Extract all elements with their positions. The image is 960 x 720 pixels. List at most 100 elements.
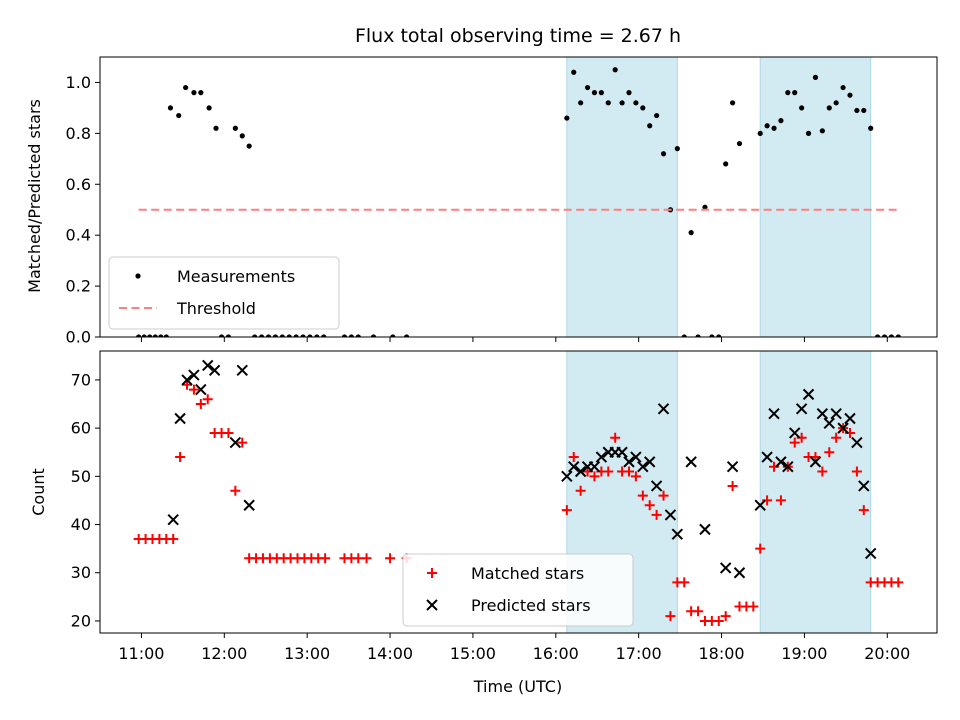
measurement-point <box>633 100 639 106</box>
predicted-point <box>568 460 580 473</box>
matched-point <box>893 577 904 588</box>
predicted-point <box>174 412 186 425</box>
predicted-point <box>733 567 746 579</box>
legend-dot-marker <box>135 273 141 279</box>
x-tick-label: 18:00 <box>698 644 744 663</box>
predicted-point <box>595 451 608 463</box>
predicted-point <box>719 562 732 574</box>
x-tick-label: 19:00 <box>781 644 827 663</box>
predicted-point <box>236 364 248 376</box>
measurement-point <box>321 334 327 337</box>
measurement-point <box>605 100 611 106</box>
predicted-point <box>699 523 711 536</box>
matched-point <box>789 437 800 448</box>
predicted-point <box>671 528 684 540</box>
measurement-point <box>888 334 895 337</box>
measurement-point <box>598 90 604 96</box>
measurement-point <box>258 334 265 337</box>
measurement-point <box>265 334 272 337</box>
predicted-point <box>650 480 663 492</box>
measurement-point <box>404 334 410 337</box>
x-axis-label: Time (UTC) <box>473 677 562 696</box>
predicted-point <box>789 427 801 439</box>
x-tick-label: 15:00 <box>450 644 496 663</box>
matched-point <box>623 466 634 477</box>
measurement-point <box>198 90 204 96</box>
measurement-point <box>141 334 147 337</box>
predicted-point <box>768 407 780 420</box>
measurement-point <box>564 115 570 121</box>
predicted-point <box>657 403 670 415</box>
x-tick-label: 20:00 <box>864 644 910 663</box>
legend-label: Matched stars <box>471 564 584 583</box>
matched-point <box>630 471 641 482</box>
matched-point <box>651 509 662 520</box>
matched-point <box>775 495 786 506</box>
measurement-point <box>881 334 888 337</box>
measurement-point <box>785 90 791 96</box>
y-tick-label: 1.0 <box>66 73 91 92</box>
legend-plus-marker <box>427 568 437 578</box>
measurement-point <box>812 74 819 80</box>
predicted-point <box>195 383 207 396</box>
y-axis-label-bottom: Count <box>29 468 48 516</box>
predicted-point <box>830 407 842 420</box>
matched-point <box>230 485 241 496</box>
matched-point <box>188 384 199 395</box>
series-group <box>167 359 877 579</box>
matched-point <box>568 452 579 463</box>
measurement-point <box>571 69 577 75</box>
measurement-point <box>723 161 729 167</box>
predicted-point <box>837 422 849 434</box>
legend-label: Threshold <box>176 299 256 318</box>
measurement-point <box>279 334 285 337</box>
measurement-point <box>232 125 238 131</box>
chart-title: Flux total observing time = 2.67 h <box>355 25 681 47</box>
measurement-point <box>286 334 292 337</box>
predicted-point <box>167 514 179 526</box>
matched-point <box>175 452 186 463</box>
matched-point <box>810 452 821 463</box>
measurement-point <box>840 84 846 91</box>
measurement-point <box>136 334 142 337</box>
matched-point <box>610 432 621 443</box>
matched-point <box>658 490 669 501</box>
measurement-point <box>736 140 743 147</box>
measurement-point <box>158 334 164 337</box>
predicted-point <box>188 369 200 381</box>
matched-point <box>575 485 586 496</box>
predicted-point <box>809 456 822 468</box>
y-tick-label: 70 <box>71 370 91 389</box>
measurement-point <box>246 143 252 149</box>
shaded-region <box>759 350 872 634</box>
measurement-point <box>167 105 174 111</box>
matched-point <box>361 553 372 564</box>
measurement-point <box>348 334 354 337</box>
shaded-region <box>759 56 872 338</box>
predicted-point <box>637 460 649 473</box>
legend-box <box>402 553 634 627</box>
panel-count: 20 30 40 50 60 70 11:00 12:00 13:00 14:00 15:00 16:… <box>71 350 938 663</box>
measurement-point <box>640 105 646 111</box>
measurement-point <box>868 125 874 131</box>
predicted-point <box>864 547 877 560</box>
y-tick-label: 40 <box>71 515 91 534</box>
matched-point <box>168 534 179 544</box>
measurement-point <box>314 334 320 337</box>
measurement-point <box>895 334 901 337</box>
axes-frame <box>99 56 938 338</box>
predicted-point <box>802 388 815 401</box>
predicted-point <box>851 436 863 449</box>
measurement-point <box>695 334 701 337</box>
measurement-point <box>757 130 763 136</box>
matched-point <box>727 480 738 491</box>
predicted-point <box>229 436 242 449</box>
measurement-point <box>213 125 219 131</box>
measurement-point <box>654 112 660 119</box>
y-tick-label: 0.8 <box>66 124 91 143</box>
measurement-point <box>875 334 881 337</box>
measurement-point <box>307 334 313 337</box>
predicted-point <box>782 460 794 473</box>
matched-point <box>851 466 862 477</box>
